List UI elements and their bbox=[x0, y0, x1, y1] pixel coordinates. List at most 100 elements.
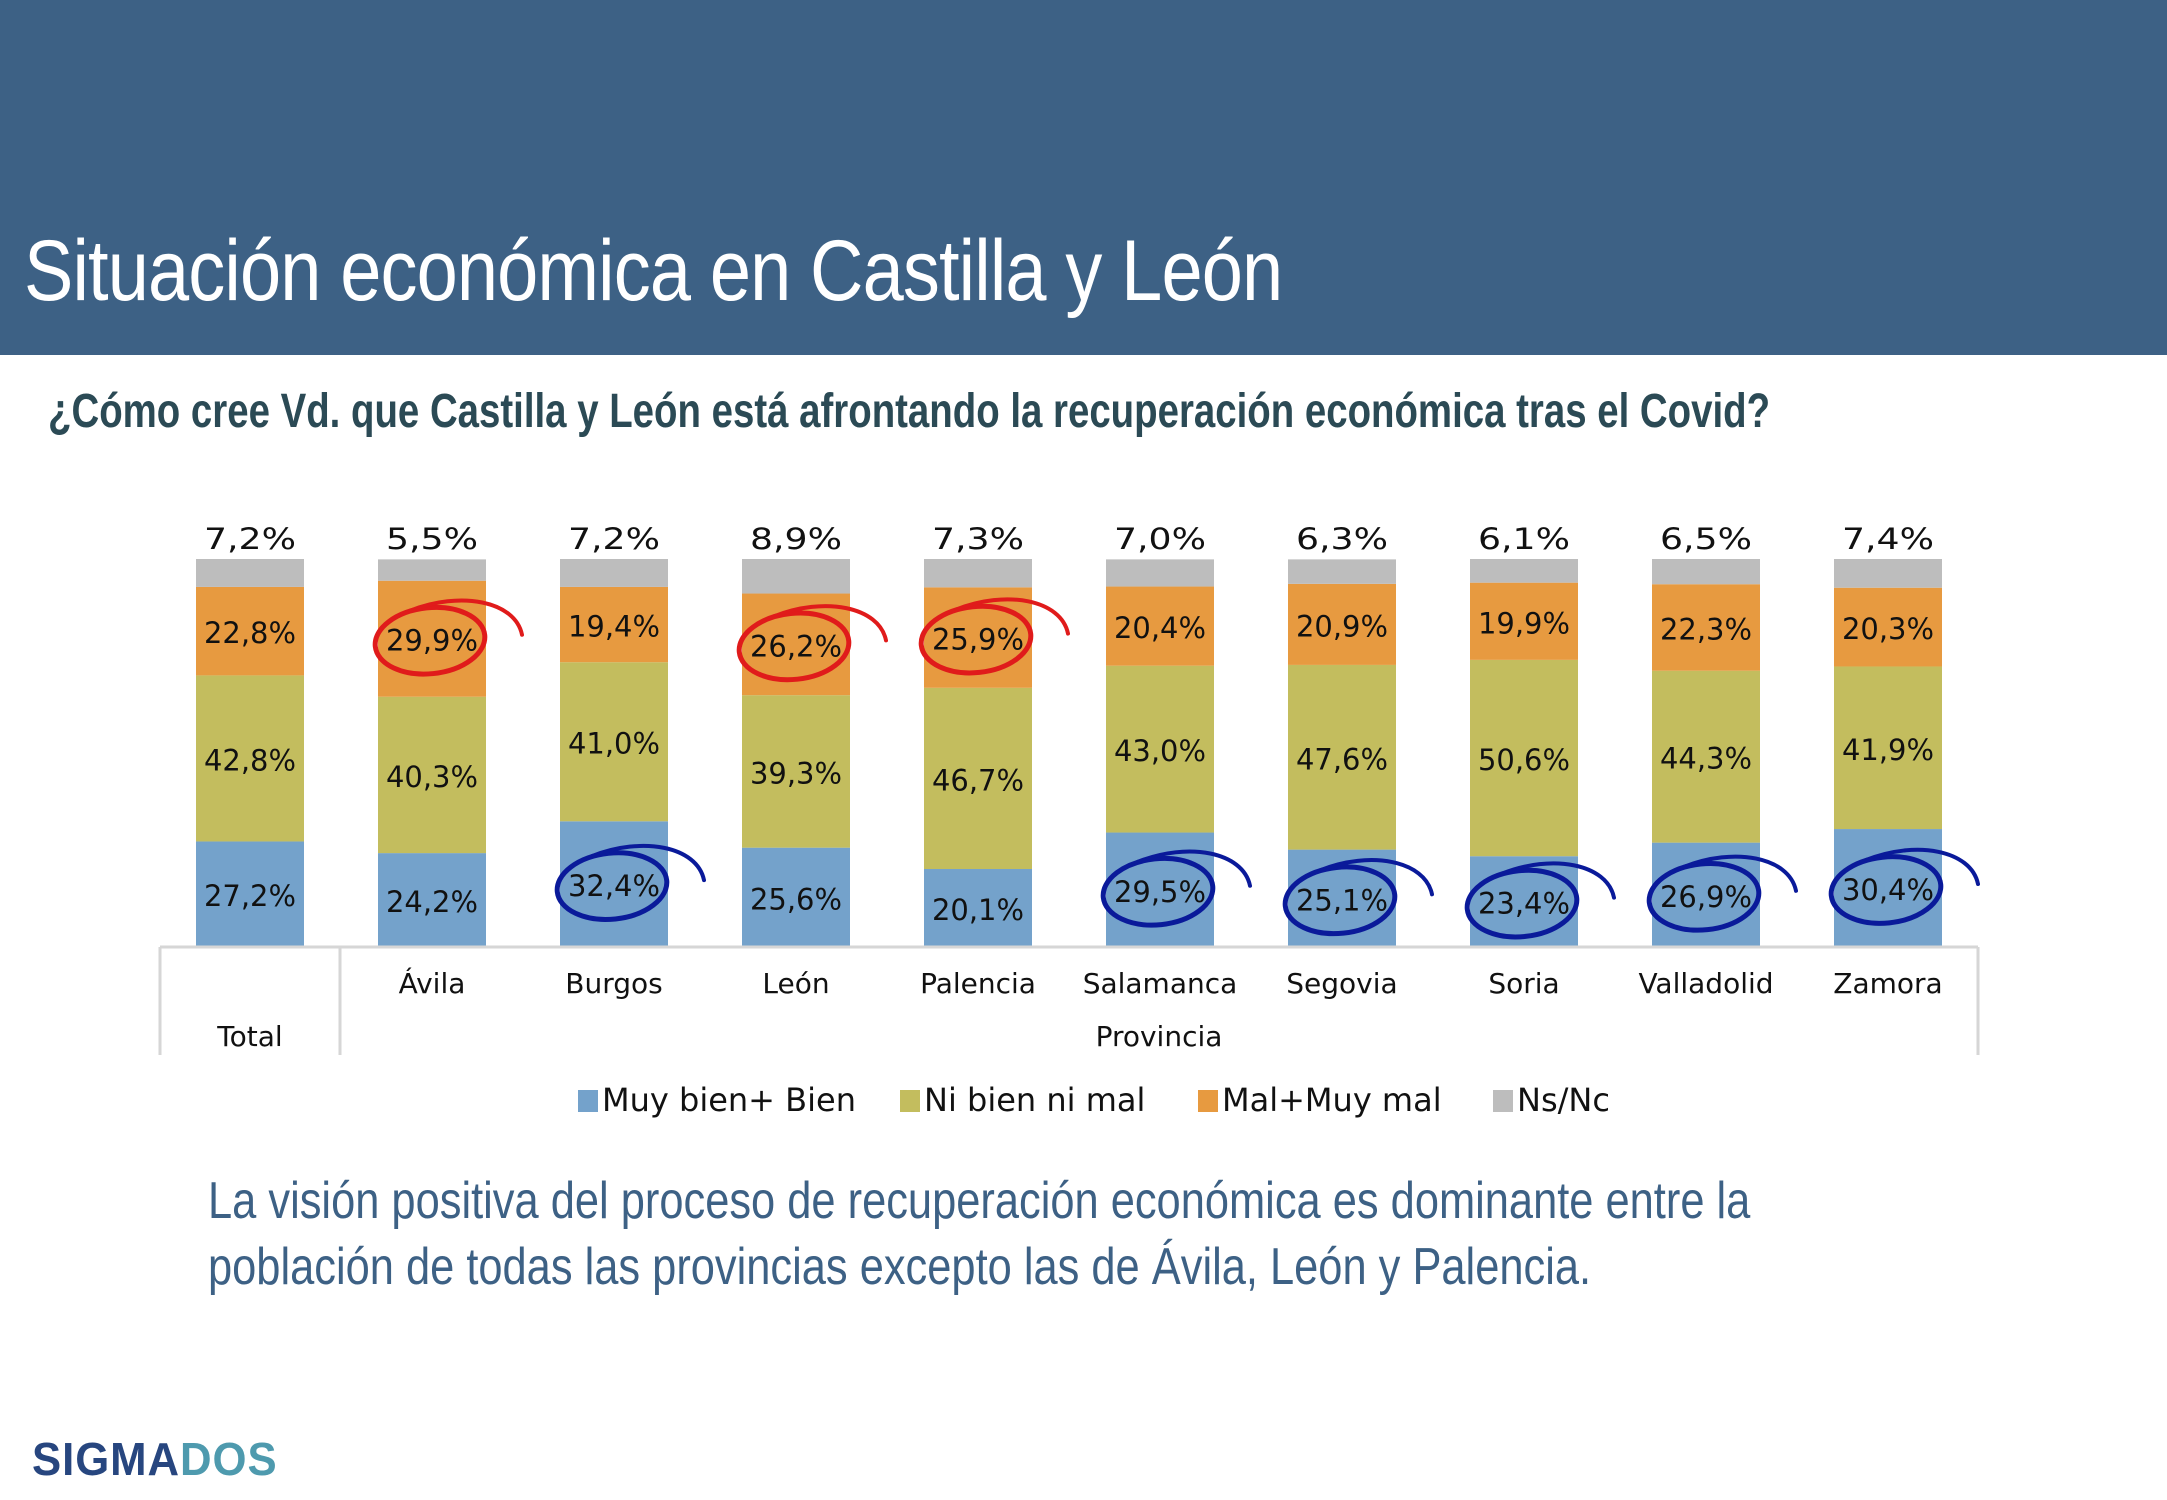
legend-swatch bbox=[900, 1090, 920, 1112]
bar-segment-ns-nc-8 bbox=[1652, 559, 1760, 585]
header-band: Situación económica en Castilla y León bbox=[0, 0, 2167, 355]
x-tick-label: Burgos bbox=[565, 967, 662, 1000]
annotation-stroke-tail bbox=[590, 844, 706, 883]
bar-segment-mal-muy-mal-7 bbox=[1470, 582, 1578, 660]
x-tick-label: Segovia bbox=[1286, 967, 1397, 1000]
legend-item-label: Ni bien ni mal bbox=[924, 1081, 1145, 1119]
annotation-circle bbox=[1282, 864, 1398, 937]
data-label: 25,6% bbox=[750, 882, 842, 916]
annotation-circle bbox=[1828, 854, 1944, 926]
data-label: 22,3% bbox=[1660, 612, 1752, 646]
data-label: 23,4% bbox=[1478, 887, 1570, 921]
conclusion-text: La visión positiva del proceso de recupe… bbox=[208, 1168, 2043, 1300]
data-label: 20,9% bbox=[1296, 609, 1388, 643]
annotation-circle bbox=[918, 603, 1034, 676]
legend-swatch bbox=[1493, 1090, 1513, 1112]
data-label: 7,0% bbox=[1114, 522, 1206, 556]
bar-segment-ns-nc-6 bbox=[1288, 559, 1396, 584]
bar-segment-ni-bien-ni-mal-2 bbox=[560, 662, 668, 822]
bar-segment-mal-muy-mal-9 bbox=[1834, 587, 1942, 667]
annotation-circle bbox=[554, 850, 670, 922]
data-label: 44,3% bbox=[1660, 742, 1752, 776]
annotation-stroke-tail bbox=[1500, 861, 1616, 900]
data-label: 6,3% bbox=[1296, 522, 1388, 556]
x-tick-label: León bbox=[762, 967, 829, 1000]
group-label-provincia: Provincia bbox=[1096, 1020, 1223, 1053]
legend-item-label: Mal+Muy mal bbox=[1222, 1081, 1442, 1119]
data-label: 32,4% bbox=[568, 869, 660, 903]
legend-swatch bbox=[1198, 1090, 1218, 1112]
bar-segment-muy-bien-bien-3 bbox=[742, 847, 850, 947]
legend-swatch bbox=[578, 1090, 598, 1112]
bar-segment-mal-muy-mal-5 bbox=[1106, 586, 1214, 666]
data-label: 41,0% bbox=[568, 727, 660, 761]
bar-segment-mal-muy-mal-0 bbox=[196, 586, 304, 676]
stacked-bar-chart: 27,2% 42,8% 22,8% 7,2% 24,2% 40,3% 29,9% 5,5% 32… bbox=[158, 522, 1980, 1119]
bar-segment-ni-bien-ni-mal-6 bbox=[1288, 664, 1396, 850]
data-label: 5,5% bbox=[386, 522, 478, 556]
annotation-circle bbox=[1646, 860, 1762, 933]
bar-segment-ns-nc-7 bbox=[1470, 559, 1578, 583]
x-tick-label: Soria bbox=[1488, 967, 1559, 1000]
x-tick-label: Valladolid bbox=[1638, 967, 1773, 1000]
annotation-circle bbox=[736, 610, 852, 683]
bar-segment-muy-bien-bien-2 bbox=[560, 821, 668, 947]
data-label: 7,3% bbox=[932, 522, 1024, 556]
data-label: 25,1% bbox=[1296, 883, 1388, 917]
bar-segment-ni-bien-ni-mal-9 bbox=[1834, 666, 1942, 830]
data-label: 20,3% bbox=[1842, 612, 1934, 646]
logo-part-sigma: SIGMA bbox=[32, 1433, 180, 1485]
x-tick-label: Palencia bbox=[920, 967, 1036, 1000]
group-label-total: Total bbox=[216, 1020, 282, 1053]
bar-segment-ns-nc-2 bbox=[560, 559, 668, 587]
annotation-stroke-tail bbox=[1682, 854, 1798, 893]
logo-part-dos: DOS bbox=[179, 1433, 278, 1485]
annotation-circle bbox=[1464, 867, 1580, 940]
survey-question: ¿Cómo cree Vd. que Castilla y León está … bbox=[48, 385, 1771, 438]
data-label: 7,2% bbox=[568, 522, 660, 556]
conclusion-line-1: La visión positiva del proceso de recupe… bbox=[208, 1172, 1751, 1230]
data-label: 24,2% bbox=[386, 885, 478, 919]
data-label: 47,6% bbox=[1296, 742, 1388, 776]
bar-segment-ni-bien-ni-mal-4 bbox=[924, 687, 1032, 870]
page-title: Situación económica en Castilla y León bbox=[24, 223, 1283, 319]
data-label: 46,7% bbox=[932, 763, 1024, 797]
data-label: 27,2% bbox=[204, 879, 296, 913]
bar-segment-ni-bien-ni-mal-1 bbox=[378, 696, 486, 854]
annotation-circle bbox=[1100, 855, 1216, 928]
bar-segment-mal-muy-mal-8 bbox=[1652, 584, 1760, 671]
data-label: 39,3% bbox=[750, 756, 842, 790]
data-label: 41,9% bbox=[1842, 733, 1934, 767]
data-label: 30,4% bbox=[1842, 873, 1934, 907]
annotation-circle bbox=[372, 604, 488, 677]
bar-segment-ns-nc-3 bbox=[742, 559, 850, 594]
bar-segment-ni-bien-ni-mal-7 bbox=[1470, 659, 1578, 857]
data-label: 22,8% bbox=[204, 616, 296, 650]
bar-segment-ns-nc-9 bbox=[1834, 559, 1942, 588]
bar-segment-muy-bien-bien-4 bbox=[924, 869, 1032, 947]
bar-segment-ns-nc-4 bbox=[924, 559, 1032, 588]
data-label: 7,2% bbox=[204, 522, 296, 556]
data-label: 40,3% bbox=[386, 760, 478, 794]
data-label: 26,2% bbox=[750, 629, 842, 663]
bar-segment-ni-bien-ni-mal-3 bbox=[742, 695, 850, 848]
data-label: 20,4% bbox=[1114, 611, 1206, 645]
data-label: 43,0% bbox=[1114, 734, 1206, 768]
bar-segment-mal-muy-mal-2 bbox=[560, 586, 668, 663]
data-label: 6,5% bbox=[1660, 522, 1752, 556]
data-label: 29,5% bbox=[1114, 875, 1206, 909]
sigmados-logo: SIGMADOS bbox=[32, 1432, 278, 1486]
data-label: 19,4% bbox=[568, 610, 660, 644]
bar-segment-ns-nc-5 bbox=[1106, 559, 1214, 587]
bar-segment-mal-muy-mal-6 bbox=[1288, 583, 1396, 665]
annotation-stroke-tail bbox=[408, 598, 524, 637]
data-label: 20,1% bbox=[932, 893, 1024, 927]
data-label: 8,9% bbox=[750, 522, 842, 556]
bar-segment-ni-bien-ni-mal-5 bbox=[1106, 665, 1214, 833]
bar-segment-ni-bien-ni-mal-8 bbox=[1652, 670, 1760, 843]
bar-segment-ns-nc-1 bbox=[378, 559, 486, 581]
data-label: 50,6% bbox=[1478, 743, 1570, 777]
legend-item-label: Muy bien+ Bien bbox=[602, 1081, 856, 1119]
annotation-stroke-tail bbox=[772, 604, 888, 643]
data-label: 26,9% bbox=[1660, 880, 1752, 914]
